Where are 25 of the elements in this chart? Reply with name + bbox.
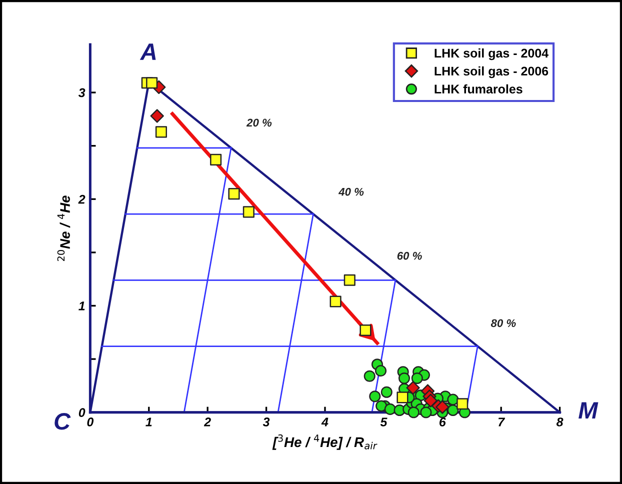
legend-label: LHK fumaroles [434,84,522,94]
x-tick-label: 0 [87,418,94,426]
y-tick-label: 2 [78,194,86,204]
x-tick-label: 5 [380,418,388,426]
x-tick-label: 4 [321,418,328,426]
annotation: A [140,44,156,60]
y-tick-label: 3 [78,88,86,98]
x-tick-label: 6 [440,418,446,426]
x-tick-label: 1 [146,418,152,426]
y-tick-label: 0 [78,408,86,418]
annotation: 80 % [490,319,516,328]
x-tick-label: 8 [556,418,564,426]
text: C [54,413,71,430]
annotation: 20 % [246,118,272,127]
annotation: 60 % [397,252,422,260]
text: M [578,402,598,418]
annotation: 40 % [338,188,364,196]
legend-label: LHK soil gas - 2004 [434,48,548,60]
x-tick-label: 7 [498,418,506,426]
y-axis-title: $^{20}$Ne / $^{4}$He [57,196,70,262]
legend-label: LHK soil gas - 2006 [434,66,548,78]
x-axis-title: [$^{3}$He / $^{4}$He] / R$_{air}$ [272,434,378,450]
x-tick-label: 2 [204,418,211,426]
x-tick-label: 3 [262,418,270,426]
y-tick-label: 1 [78,302,85,310]
